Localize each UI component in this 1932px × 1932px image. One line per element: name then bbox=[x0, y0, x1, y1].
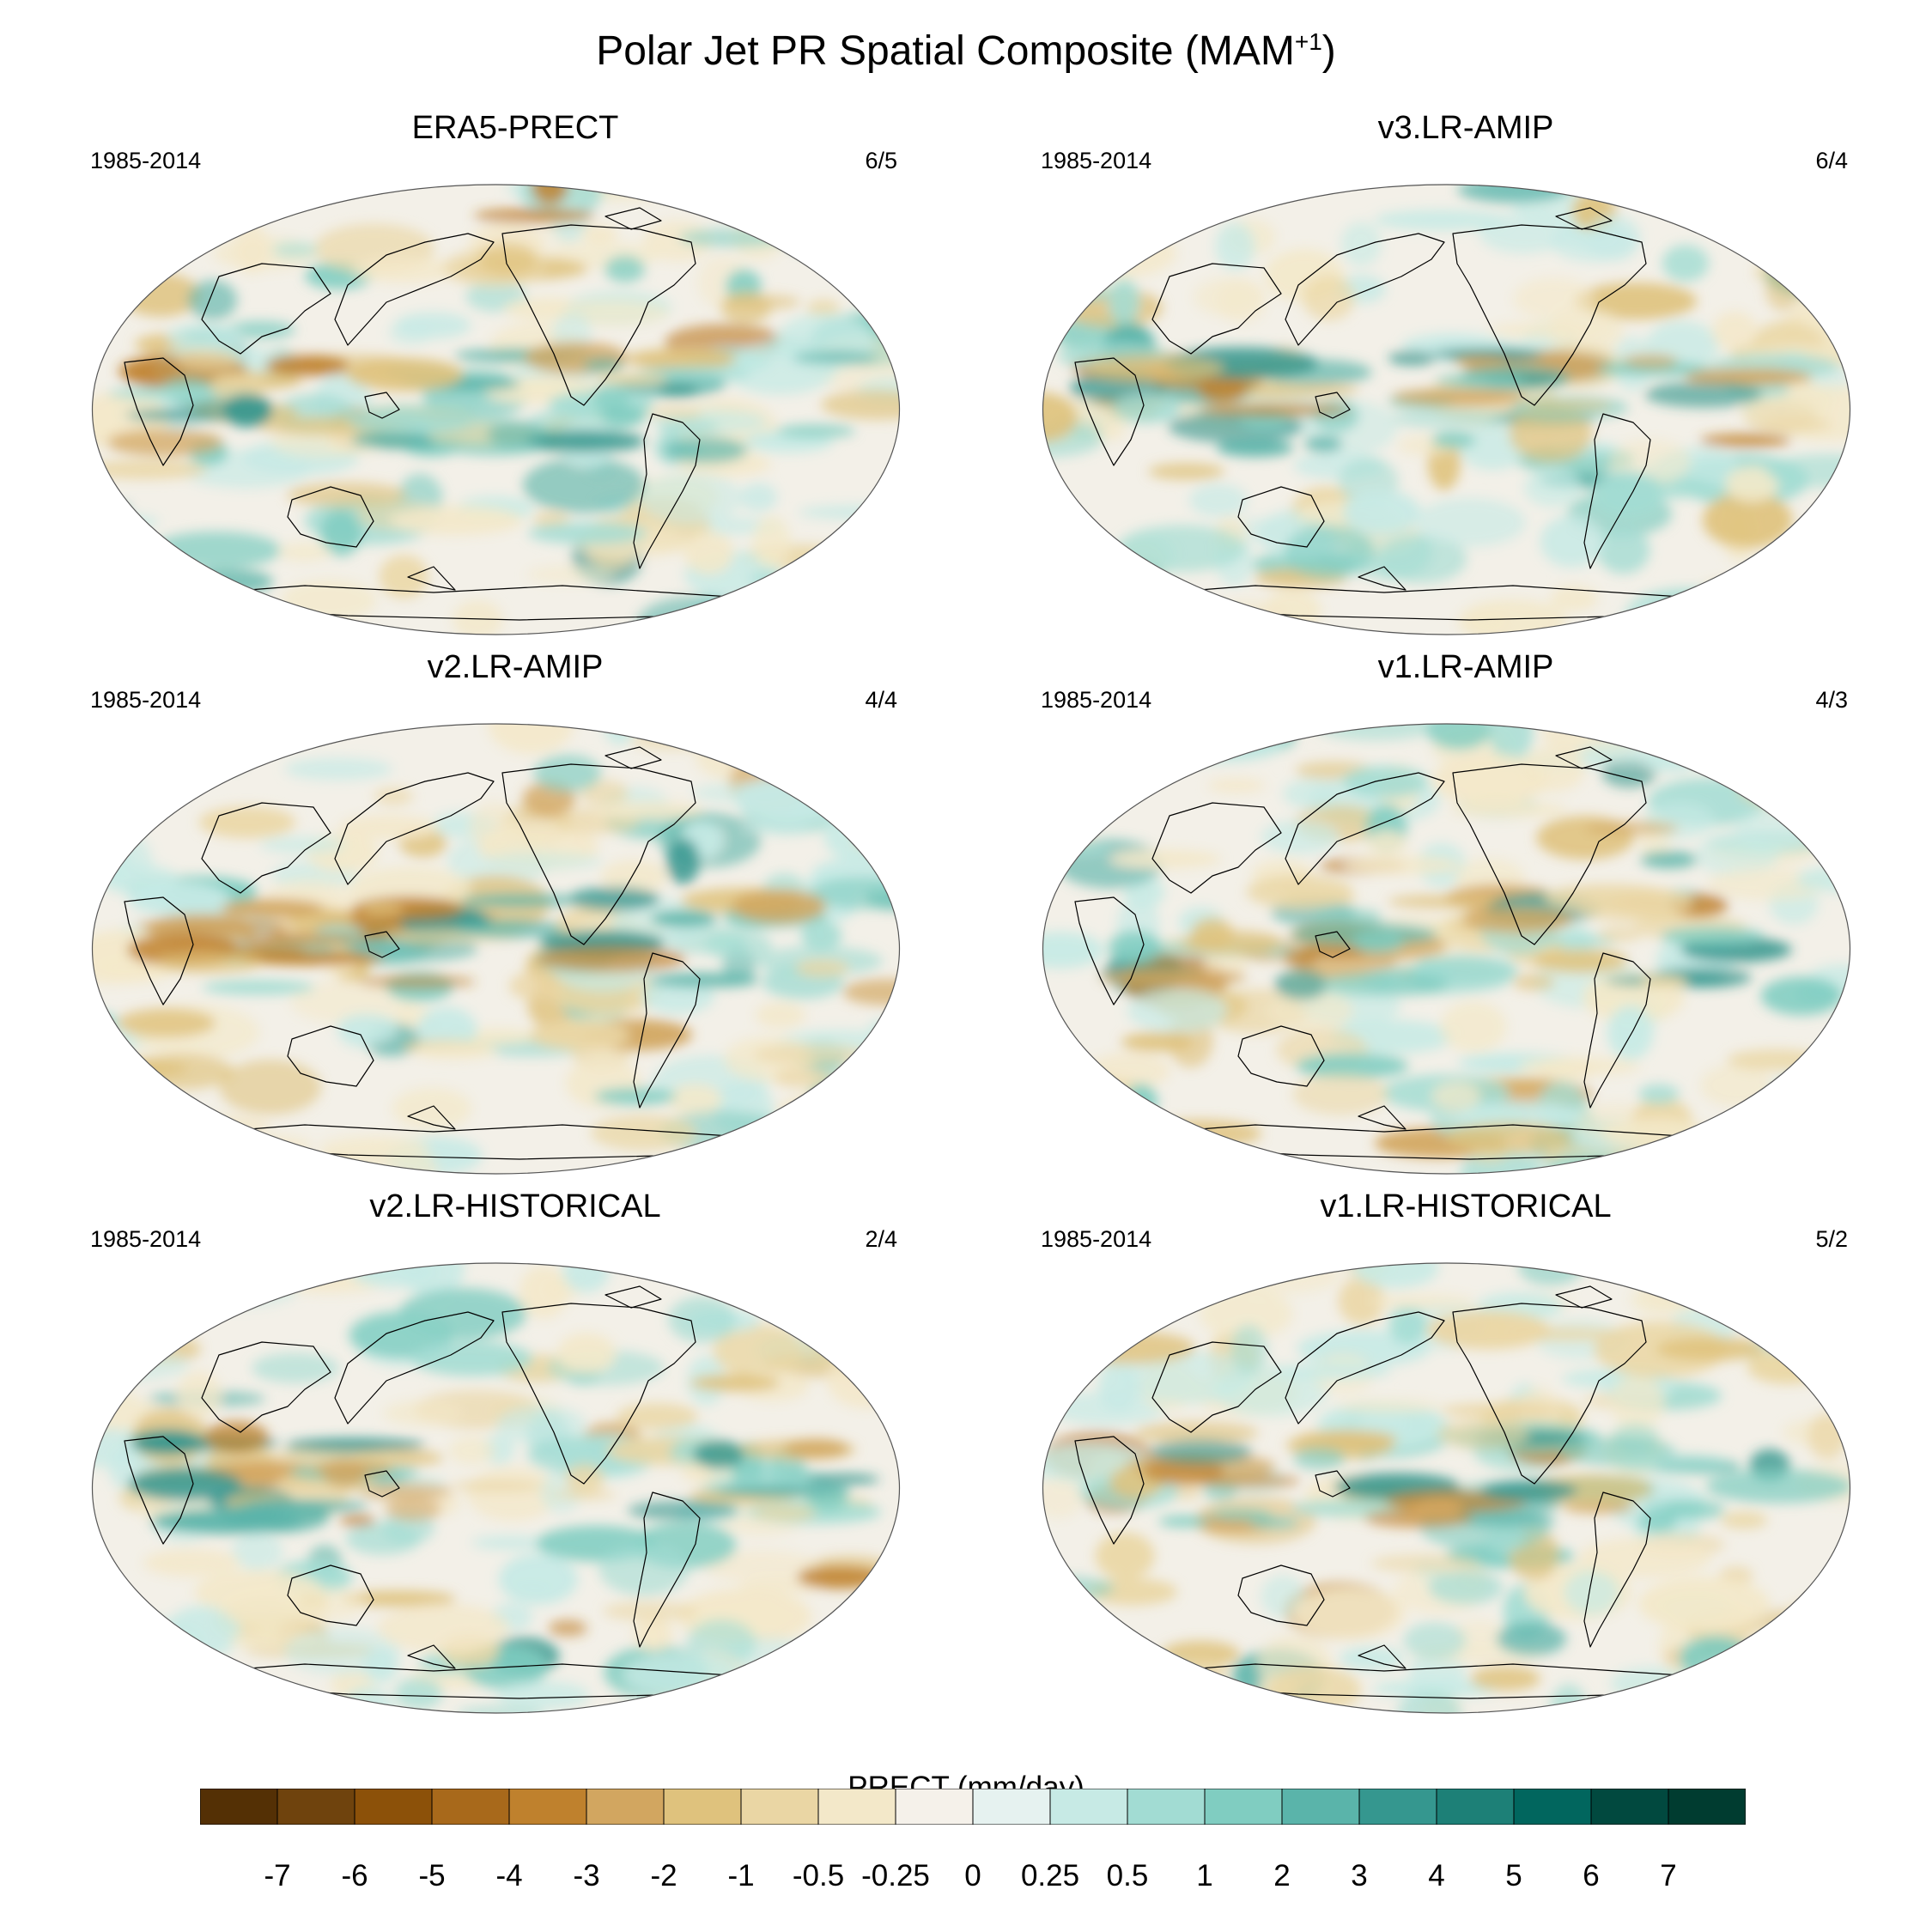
panel-v3-amip: v3.LR-AMIP 1985-2014 6/4 bbox=[1036, 110, 1895, 642]
panel-title: v3.LR-AMIP bbox=[1377, 110, 1554, 146]
colorbar-tick-label: -3 bbox=[573, 1859, 600, 1893]
colorbar-tick-label: -0.5 bbox=[792, 1859, 845, 1893]
colorbar-tick-label: 5 bbox=[1505, 1859, 1522, 1893]
period-label: 1985-2014 bbox=[90, 1226, 202, 1252]
period-label: 1985-2014 bbox=[1041, 687, 1152, 713]
panel-v2-amip: v2.LR-AMIP 1985-2014 4/4 bbox=[86, 649, 945, 1182]
panel-title: v1.LR-HISTORICAL bbox=[1320, 1188, 1612, 1224]
ratio-label: 6/5 bbox=[865, 148, 897, 173]
panel-era5: ERA5-PRECT 1985-2014 6/5 bbox=[86, 110, 945, 642]
colorbar-tick-label: 4 bbox=[1428, 1859, 1445, 1893]
colorbar-swatch bbox=[354, 1789, 433, 1825]
period-label: 1985-2014 bbox=[1041, 148, 1152, 173]
ratio-label: 2/4 bbox=[865, 1226, 897, 1252]
colorbar-swatch bbox=[586, 1789, 665, 1825]
colorbar-swatch bbox=[276, 1789, 355, 1825]
panel-v1-amip: v1.LR-AMIP 1985-2014 4/3 bbox=[1036, 649, 1895, 1182]
world-map bbox=[91, 1262, 901, 1714]
ratio-label: 4/3 bbox=[1815, 687, 1848, 713]
colorbar-swatch bbox=[972, 1789, 1051, 1825]
colorbar-tick-label: 0.5 bbox=[1106, 1859, 1149, 1893]
world-map bbox=[1042, 723, 1851, 1175]
colorbar-tick-label: 7 bbox=[1660, 1859, 1677, 1893]
panel-v2-historical: v2.LR-HISTORICAL 1985-2014 2/4 bbox=[86, 1188, 945, 1721]
period-label: 1985-2014 bbox=[1041, 1226, 1152, 1252]
period-label: 1985-2014 bbox=[90, 148, 202, 173]
colorbar-swatch bbox=[508, 1789, 587, 1825]
panel-title: v1.LR-AMIP bbox=[1377, 649, 1554, 685]
colorbar-swatch bbox=[431, 1789, 510, 1825]
colorbar-swatch bbox=[1668, 1789, 1746, 1825]
figure-title: Polar Jet PR Spatial Composite (MAM+1) bbox=[596, 28, 1336, 74]
colorbar-tick-label: -0.25 bbox=[861, 1859, 930, 1893]
colorbar-swatch bbox=[1281, 1789, 1360, 1825]
colorbar-swatch bbox=[200, 1789, 278, 1825]
colorbar-tick-label: -5 bbox=[418, 1859, 446, 1893]
colorbar bbox=[200, 1789, 1746, 1825]
colorbar-tick-label: 0 bbox=[964, 1859, 981, 1893]
colorbar-tick-label: 3 bbox=[1351, 1859, 1368, 1893]
colorbar-swatch bbox=[1358, 1789, 1437, 1825]
panel-v1-historical: v1.LR-HISTORICAL 1985-2014 5/2 bbox=[1036, 1188, 1895, 1721]
period-label: 1985-2014 bbox=[90, 687, 202, 713]
panel-title: v2.LR-AMIP bbox=[427, 649, 604, 685]
colorbar-tick-label: 2 bbox=[1273, 1859, 1291, 1893]
ratio-label: 5/2 bbox=[1815, 1226, 1848, 1252]
colorbar-swatch bbox=[1127, 1789, 1206, 1825]
world-map bbox=[91, 723, 901, 1175]
colorbar-tick-label: -1 bbox=[727, 1859, 755, 1893]
colorbar-tick-label: -4 bbox=[495, 1859, 523, 1893]
colorbar-tick-label: 0.25 bbox=[1020, 1859, 1080, 1893]
colorbar-tick-label: 6 bbox=[1583, 1859, 1600, 1893]
colorbar-swatch bbox=[895, 1789, 974, 1825]
ratio-label: 6/4 bbox=[1815, 148, 1848, 173]
colorbar-swatch bbox=[1204, 1789, 1283, 1825]
colorbar-swatch bbox=[1049, 1789, 1128, 1825]
panel-title: ERA5-PRECT bbox=[411, 110, 619, 146]
colorbar-swatch bbox=[1436, 1789, 1515, 1825]
colorbar-tick-label: -7 bbox=[264, 1859, 291, 1893]
world-map bbox=[1042, 184, 1851, 635]
colorbar-tick-label: -2 bbox=[650, 1859, 677, 1893]
ratio-label: 4/4 bbox=[865, 687, 897, 713]
colorbar-tick-label: 1 bbox=[1196, 1859, 1213, 1893]
colorbar-swatch bbox=[817, 1789, 896, 1825]
colorbar-swatch bbox=[1590, 1789, 1669, 1825]
world-map bbox=[1042, 1262, 1851, 1714]
colorbar-tick-label: -6 bbox=[341, 1859, 368, 1893]
colorbar-swatch bbox=[663, 1789, 742, 1825]
panel-title: v2.LR-HISTORICAL bbox=[369, 1188, 661, 1224]
colorbar-swatch bbox=[740, 1789, 819, 1825]
world-map bbox=[91, 184, 901, 635]
colorbar-swatch bbox=[1513, 1789, 1592, 1825]
